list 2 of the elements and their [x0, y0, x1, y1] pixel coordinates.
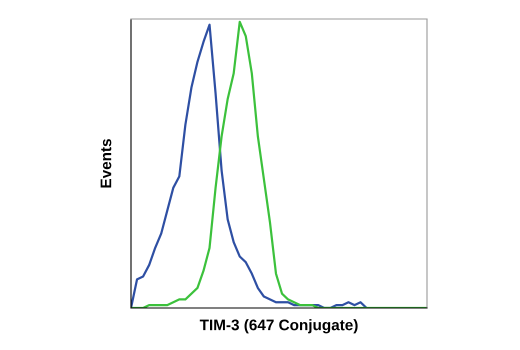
y-axis-title: Events [100, 139, 112, 188]
x-axis-title: TIM-3 (647 Conjugate) [200, 319, 358, 334]
